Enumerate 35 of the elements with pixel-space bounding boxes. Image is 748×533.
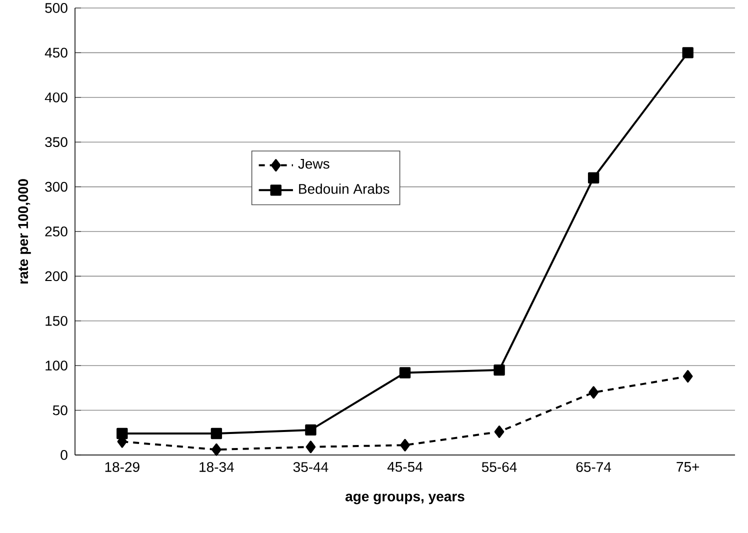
y-tick-label: 150 bbox=[46, 316, 68, 326]
x-tick-label: 18-34 bbox=[200, 462, 234, 472]
point bbox=[682, 370, 693, 383]
point bbox=[212, 443, 222, 456]
point bbox=[588, 172, 600, 184]
point bbox=[494, 364, 505, 376]
y-tick-label: 450 bbox=[44, 48, 68, 58]
y-axis-title: rate per 100,000 bbox=[18, 179, 31, 284]
y-tick-label: 0 bbox=[60, 450, 68, 460]
x-axis-title: age groups, years bbox=[345, 494, 464, 504]
point bbox=[400, 438, 410, 452]
legend-label: Bedouin Arabs bbox=[299, 184, 390, 194]
y-tick-label: 250 bbox=[45, 226, 68, 236]
y-tick-label: 100 bbox=[46, 360, 68, 371]
y-tick-label: 50 bbox=[52, 405, 68, 416]
x-tick-label: 75+ bbox=[676, 462, 700, 472]
point bbox=[210, 428, 222, 440]
y-tick-label: 400 bbox=[44, 92, 68, 102]
x-tick-label: 65-74 bbox=[576, 462, 612, 472]
y-tick-label: 500 bbox=[45, 3, 68, 13]
legend-label: Jews bbox=[298, 158, 330, 169]
point bbox=[306, 440, 316, 454]
point bbox=[588, 386, 598, 399]
point bbox=[305, 424, 316, 436]
y-tick-label: 300 bbox=[45, 182, 68, 192]
y-tick-label: 350 bbox=[45, 137, 68, 148]
point bbox=[494, 426, 504, 438]
point bbox=[116, 428, 128, 440]
y-tick-label: 200 bbox=[45, 271, 68, 282]
x-tick-label: 18-29 bbox=[105, 462, 140, 472]
x-tick-label: 55-64 bbox=[482, 462, 517, 472]
x-tick-label: 45-54 bbox=[387, 462, 422, 472]
point bbox=[682, 47, 694, 58]
point bbox=[399, 367, 411, 378]
x-tick-label: 35-44 bbox=[293, 462, 328, 472]
